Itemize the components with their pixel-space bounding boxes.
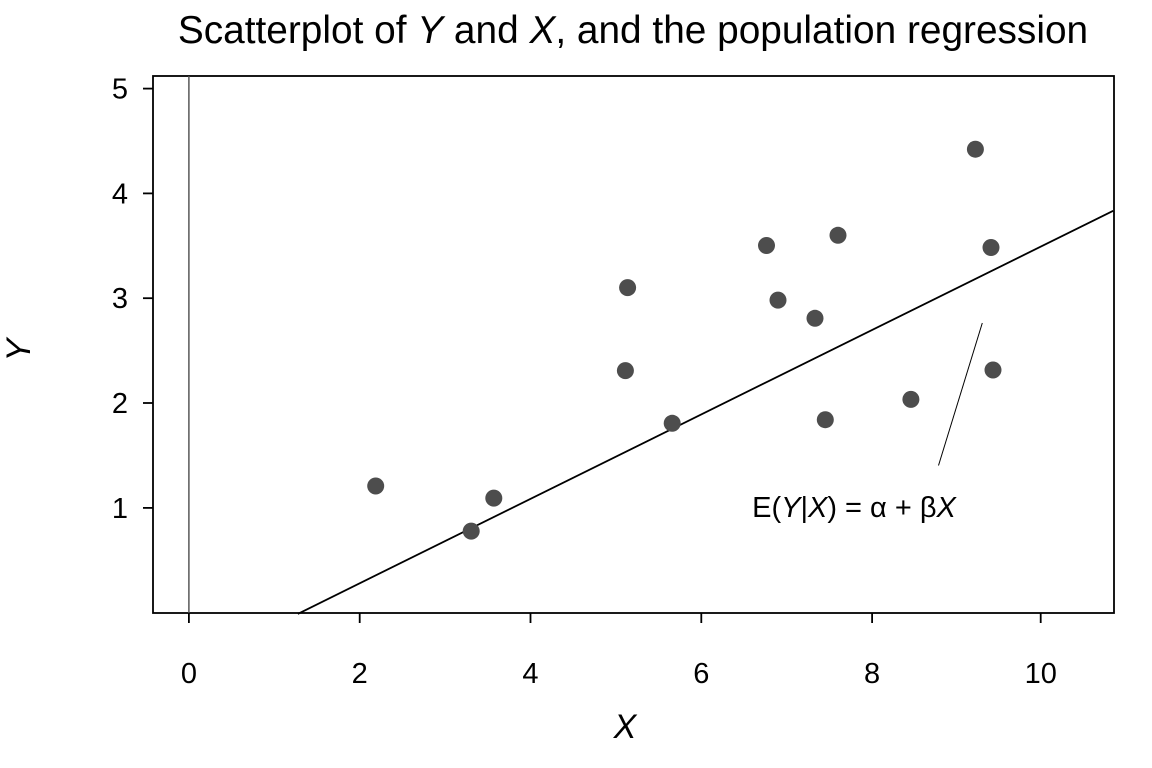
svg-text:4: 4 <box>112 178 128 210</box>
svg-text:3: 3 <box>112 283 128 315</box>
svg-text:2: 2 <box>112 388 128 420</box>
svg-text:6: 6 <box>693 658 709 690</box>
svg-text:5: 5 <box>112 74 128 106</box>
svg-text:8: 8 <box>864 658 880 690</box>
svg-text:Y: Y <box>0 336 38 361</box>
svg-text:X: X <box>613 708 638 746</box>
svg-text:0: 0 <box>181 658 197 690</box>
svg-text:10: 10 <box>1025 658 1057 690</box>
svg-text:1: 1 <box>112 493 128 525</box>
svg-text:4: 4 <box>522 658 538 690</box>
svg-text:Scatterplot of Y and X, and th: Scatterplot of Y and X, and the populati… <box>178 9 1088 52</box>
svg-text:2: 2 <box>352 658 368 690</box>
svg-text:E(Y|X) = α + βX: E(Y|X) = α + βX <box>752 492 957 524</box>
